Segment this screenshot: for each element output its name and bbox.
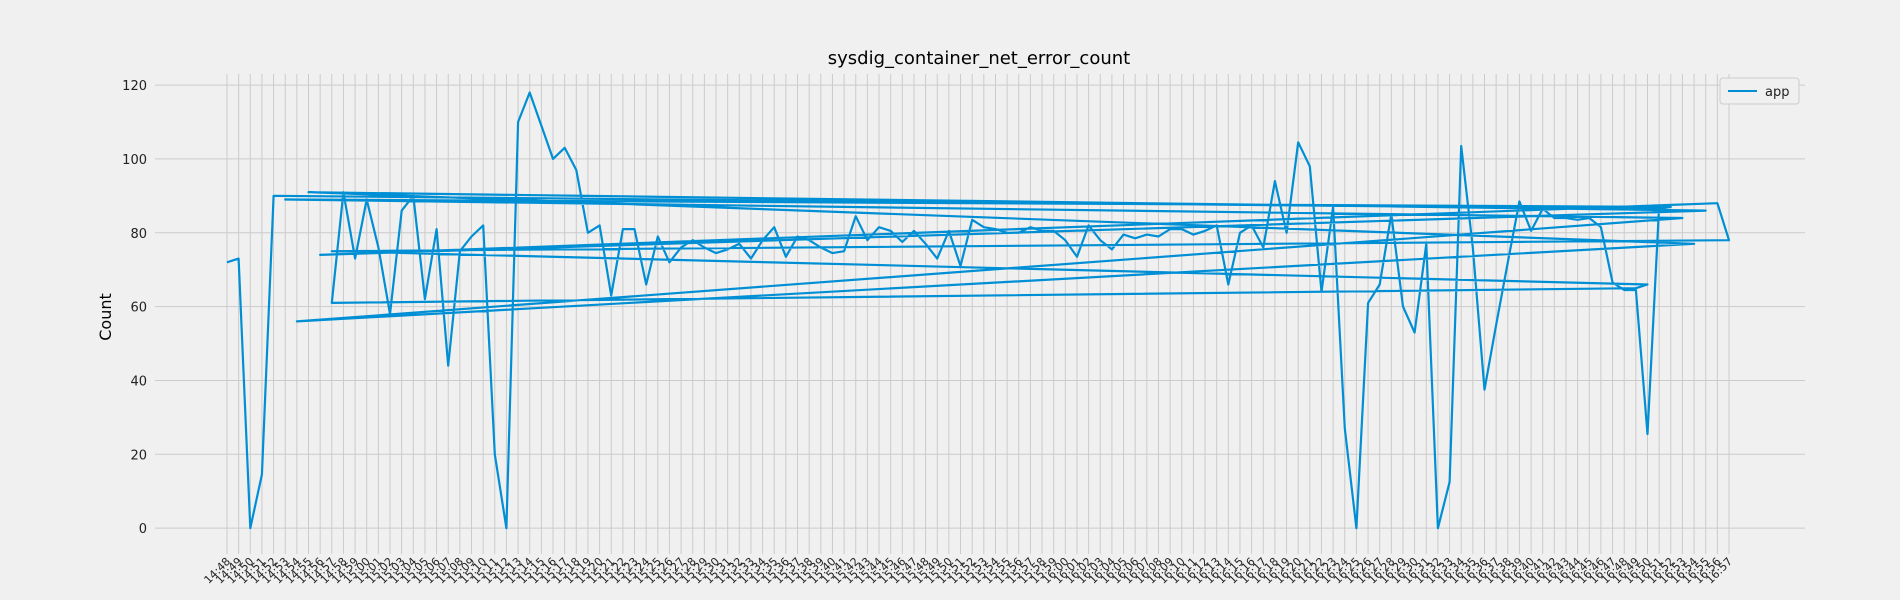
x-tick-labels: 14:4814:4914:5014:5114:5214:5314:5414:55… — [202, 555, 1736, 587]
series-line-app — [226, 91, 1731, 530]
y-gridlines — [155, 84, 1805, 529]
y-tick-label: 20 — [130, 448, 147, 463]
y-tick-label: 40 — [130, 374, 147, 389]
chart-title: sysdig_container_net_error_count — [828, 48, 1130, 69]
legend: app — [1719, 77, 1800, 105]
y-tick-labels: 0 20 40 60 80 100 120 — [122, 79, 147, 537]
legend-box — [1719, 77, 1800, 105]
y-axis-label: Count — [96, 293, 115, 341]
y-tick-label: 60 — [130, 301, 147, 316]
y-tick-label: 120 — [122, 79, 147, 94]
y-tick-label: 0 — [139, 522, 147, 537]
x-gridlines — [226, 74, 1730, 554]
y-tick-label: 80 — [130, 227, 147, 242]
y-tick-label: 100 — [122, 153, 147, 168]
legend-label-app: app — [1765, 85, 1789, 100]
series-group — [226, 91, 1731, 530]
